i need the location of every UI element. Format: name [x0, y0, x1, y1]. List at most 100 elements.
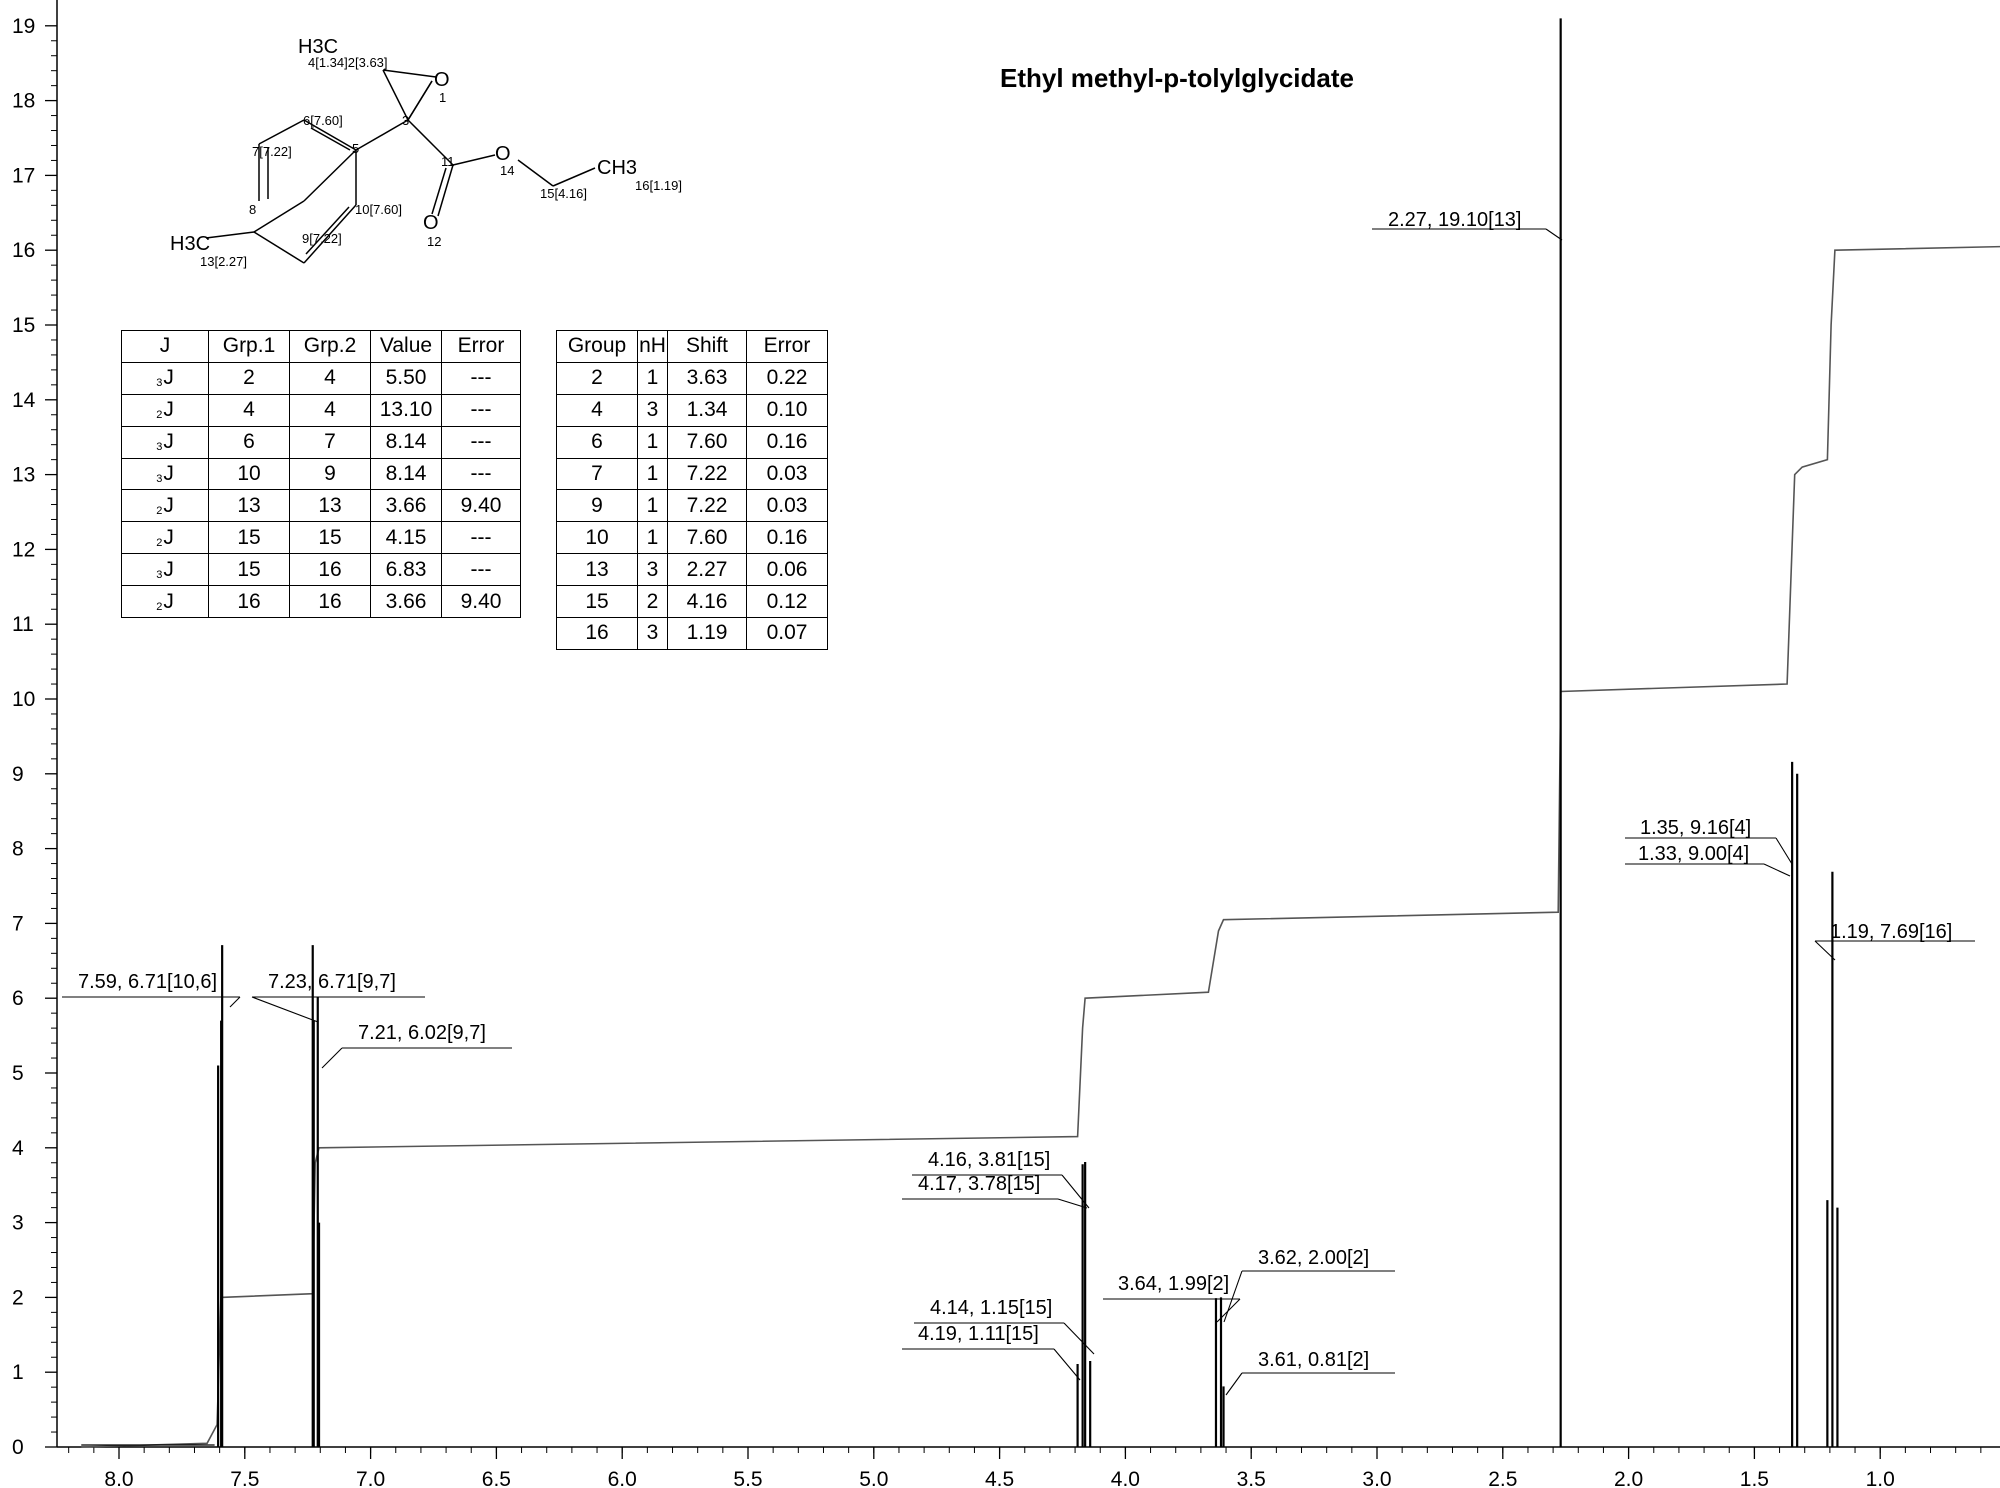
shift-table-row: 4 3 1.34 0.10 [556, 393, 828, 427]
y-tick-label: 5 [12, 1062, 24, 1085]
shift-cell: 2 [556, 361, 638, 395]
peak-label-leader [1545, 228, 1563, 241]
shift-table-row: 9 1 7.22 0.03 [556, 489, 828, 523]
shift-cell: 3.63 [667, 361, 747, 395]
coupling-table-row: 3J 10 9 8.14 --- [121, 457, 521, 491]
label-o-ring: O [434, 69, 450, 91]
coupling-j-cell: 2J [121, 585, 209, 619]
coupling-table-row: 2J 4 4 13.10 --- [121, 393, 521, 427]
coupling-cell: 10 [208, 457, 290, 491]
shift-table-row: 15 2 4.16 0.12 [556, 585, 828, 619]
shift-cell: 7.22 [667, 457, 747, 491]
shift-cell: 1 [637, 457, 668, 491]
y-tick-label: 10 [12, 688, 35, 711]
shift-cell: 9 [556, 489, 638, 523]
shift-cell: 0.06 [746, 553, 828, 587]
coupling-cell: 2 [208, 361, 290, 395]
shift-cell: 7.22 [667, 489, 747, 523]
shift-cell: 2 [637, 585, 668, 619]
shift-table-row: 16 3 1.19 0.07 [556, 617, 828, 650]
shift-cell: 10 [556, 521, 638, 555]
molecule-labels: H3C 4[1.34]2[3.63] O 1 6[7.60] 3 7[7.22]… [170, 36, 682, 269]
y-tick-label: 14 [12, 389, 36, 412]
shift-cell: 3 [637, 553, 668, 587]
shift-cell: 3 [637, 617, 668, 650]
y-tick-label: 16 [12, 239, 35, 262]
shift-cell: 1 [637, 425, 668, 459]
label-c15: 15[4.16] [540, 186, 587, 201]
shift-cell: 6 [556, 425, 638, 459]
shift-cell: 1.34 [667, 393, 747, 427]
peak-label: 7.59, 6.71[10,6] [78, 971, 217, 993]
shift-table-row: 6 1 7.60 0.16 [556, 425, 828, 459]
coupling-table-row: 2J 16 16 3.66 9.40 [121, 585, 521, 619]
coupling-cell: 6.83 [370, 553, 442, 587]
peak-label: 1.35, 9.16[4] [1640, 817, 1751, 839]
label-o-ester: O [495, 143, 511, 165]
shift-cell: 0.16 [746, 425, 828, 459]
peak-label-leader [1763, 863, 1791, 877]
coupling-cell: 5.50 [370, 361, 442, 395]
shift-header-shift: Shift [667, 330, 747, 363]
coupling-cell: --- [441, 521, 521, 555]
coupling-cell: 13 [208, 489, 290, 523]
coupling-header-value: Value [370, 330, 442, 363]
coupling-cell: 8.14 [370, 457, 442, 491]
shift-cell: 7 [556, 457, 638, 491]
label-c10: 10[7.60] [355, 202, 402, 217]
y-tick-label: 12 [12, 538, 35, 561]
shift-cell: 16 [556, 617, 638, 650]
coupling-table-row: 2J 13 13 3.66 9.40 [121, 489, 521, 523]
shift-header-error: Error [746, 330, 828, 363]
coupling-table: J Grp.1 Grp.2 Value Error 3J 2 4 5.50 --- 2J 4… [121, 330, 521, 619]
coupling-header-j: J [121, 330, 209, 363]
shift-cell: 7.60 [667, 521, 747, 555]
x-tick-label: 3.5 [1237, 1468, 1266, 1488]
peak-label-leader [1814, 940, 1836, 961]
x-tick-label: 6.5 [482, 1468, 511, 1488]
peak-label-leader [251, 996, 319, 1023]
shift-table-row: 2 1 3.63 0.22 [556, 361, 828, 395]
peak-label-leader [1061, 1174, 1090, 1209]
peak-label: 3.62, 2.00[2] [1258, 1247, 1369, 1269]
shift-table: Group nH Shift Error 2 1 3.63 0.22 4 3 1.34 0.1… [556, 330, 828, 650]
shift-cell: 0.03 [746, 457, 828, 491]
peak-label-leader [1223, 1270, 1243, 1323]
coupling-j-cell: 2J [121, 521, 209, 555]
coupling-cell: 4 [289, 393, 371, 427]
label-c9: 9[7.22] [302, 231, 342, 246]
coupling-table-row: 3J 15 16 6.83 --- [121, 553, 521, 587]
y-tick-label: 1 [12, 1361, 24, 1384]
y-tick-label: 15 [12, 314, 35, 337]
y-tick-label: 9 [12, 763, 24, 786]
coupling-cell: 4.15 [370, 521, 442, 555]
peak-label: 7.21, 6.02[9,7] [358, 1022, 486, 1044]
coupling-cell: 15 [208, 553, 290, 587]
x-tick-label: 5.5 [733, 1468, 762, 1488]
label-h3c-top: H3C [298, 36, 338, 58]
label-n5: 5 [352, 141, 359, 156]
coupling-j-cell: 3J [121, 457, 209, 491]
shift-cell: 4.16 [667, 585, 747, 619]
coupling-cell: 9.40 [441, 489, 521, 523]
label-n8: 8 [249, 202, 256, 217]
coupling-cell: --- [441, 361, 521, 395]
coupling-header-grp2: Grp.2 [289, 330, 371, 363]
x-tick-label: 6.0 [608, 1468, 637, 1488]
shift-cell: 1 [637, 521, 668, 555]
peak-label: 3.61, 0.81[2] [1258, 1349, 1369, 1371]
shift-cell: 1 [637, 361, 668, 395]
shift-cell: 4 [556, 393, 638, 427]
x-tick-label: 5.0 [859, 1468, 888, 1488]
x-tick-label: 7.5 [230, 1468, 259, 1488]
peak-label: 1.19, 7.69[16] [1830, 921, 1952, 943]
shift-cell: 1 [637, 489, 668, 523]
coupling-cell: --- [441, 553, 521, 587]
peak-label: 4.16, 3.81[15] [928, 1149, 1050, 1171]
label-c7: 7[7.22] [252, 144, 292, 159]
coupling-header-grp1: Grp.1 [208, 330, 290, 363]
peak-label-leader [1225, 1372, 1243, 1396]
label-c6: 6[7.60] [303, 113, 343, 128]
label-o-carbonyl: O [423, 212, 439, 234]
